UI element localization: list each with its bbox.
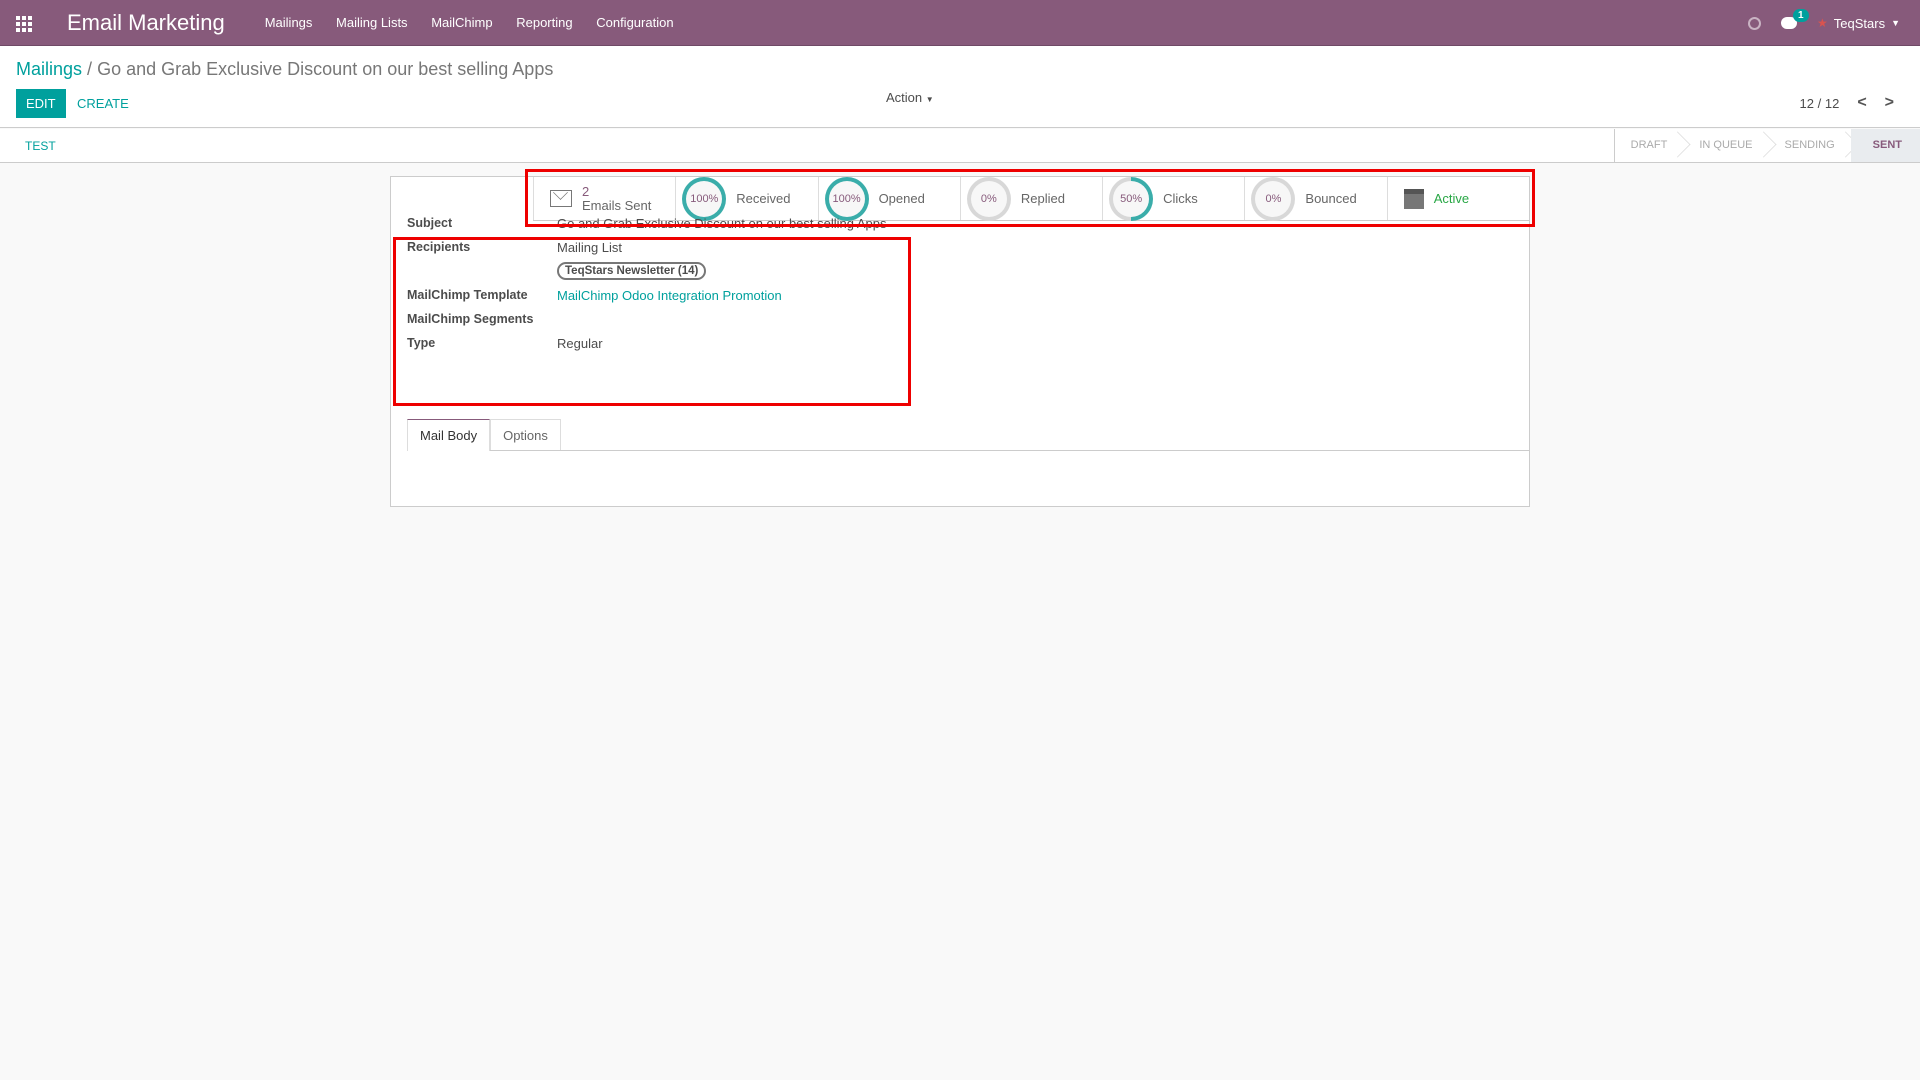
step-in-queue: IN QUEUE: [1683, 129, 1768, 162]
breadcrumb-separator: /: [87, 59, 93, 79]
caret-down-icon: ▼: [925, 95, 934, 104]
received-button[interactable]: 100% Received: [675, 176, 817, 221]
replied-button[interactable]: 0% Replied: [959, 176, 1102, 221]
app-title: Email Marketing: [67, 9, 225, 35]
clicks-progress-ring: 50%: [1109, 176, 1154, 221]
highlight-box-stats: [525, 169, 1535, 227]
pager: 12 / 12 < >: [1800, 94, 1894, 112]
ring-value: 50%: [1113, 180, 1150, 217]
replied-progress-ring: 0%: [966, 176, 1011, 221]
segments-label: MailChimp Segments: [407, 312, 534, 326]
menu-configuration[interactable]: Configuration: [596, 15, 674, 30]
ring-value: 0%: [970, 180, 1007, 217]
active-label: Active: [1433, 191, 1470, 206]
status-bar: TEST DRAFT IN QUEUE SENDING SENT: [0, 129, 1920, 163]
emails-sent-count: 2: [582, 183, 590, 199]
create-button[interactable]: CREATE: [77, 89, 129, 118]
ring-label: Bounced: [1305, 191, 1357, 206]
menu-mailing-lists[interactable]: Mailing Lists: [336, 15, 408, 30]
menu-mailings[interactable]: Mailings: [264, 15, 313, 30]
ring-label: Clicks: [1163, 191, 1198, 206]
bounced-button[interactable]: 0% Bounced: [1244, 176, 1386, 221]
menu-mailchimp[interactable]: MailChimp: [431, 15, 493, 30]
emails-sent-label: Emails Sent: [582, 197, 652, 213]
ring-value: 100%: [686, 180, 723, 217]
recipients-tag[interactable]: TeqStars Newsletter (14): [557, 262, 707, 280]
breadcrumb-mailings[interactable]: Mailings: [16, 59, 83, 79]
ring-value: 0%: [1255, 180, 1292, 217]
template-label: MailChimp Template: [407, 288, 528, 302]
activity-clock-icon[interactable]: [1748, 16, 1761, 30]
test-button[interactable]: TEST: [25, 139, 56, 153]
bounced-progress-ring: 0%: [1251, 176, 1296, 221]
menu-reporting[interactable]: Reporting: [516, 15, 573, 30]
breadcrumb-current: Go and Grab Exclusive Discount on our be…: [97, 59, 554, 79]
subject-label: Subject: [407, 216, 453, 230]
chevron-right-icon[interactable]: >: [1884, 94, 1894, 111]
breadcrumb: Mailings / Go and Grab Exclusive Discoun…: [16, 59, 553, 80]
status-steps: DRAFT IN QUEUE SENDING SENT: [1613, 129, 1920, 162]
clicks-button[interactable]: 50% Clicks: [1102, 176, 1244, 221]
chevron-left-icon[interactable]: <: [1857, 94, 1867, 111]
tab-options[interactable]: Options: [490, 419, 561, 450]
pager-value: 12 / 12: [1799, 95, 1840, 111]
user-menu[interactable]: ★ TeqStars ▼: [1817, 16, 1900, 31]
step-sent: SENT: [1850, 129, 1920, 162]
opened-button[interactable]: 100% Opened: [817, 176, 960, 221]
caret-down-icon: ▼: [1891, 18, 1900, 28]
chat-badge: 1: [1793, 9, 1809, 22]
apps-grid-icon[interactable]: [16, 15, 34, 32]
user-name: TeqStars: [1833, 15, 1886, 31]
edit-button[interactable]: EDIT: [16, 89, 66, 118]
recipients-label: Recipients: [407, 240, 471, 254]
received-progress-ring: 100%: [682, 176, 727, 221]
ring-value: 100%: [828, 180, 865, 217]
envelope-icon: [550, 190, 572, 207]
ring-label: Received: [736, 191, 791, 206]
recipients-value: Mailing List: [557, 239, 623, 255]
type-label: Type: [407, 336, 436, 350]
action-label: Action: [886, 90, 923, 105]
active-toggle-button[interactable]: Active: [1386, 177, 1529, 220]
archive-icon: [1403, 188, 1424, 209]
ring-label: Replied: [1020, 191, 1065, 206]
star-icon: ★: [1817, 16, 1828, 30]
control-panel: Mailings / Go and Grab Exclusive Discoun…: [0, 46, 1920, 128]
step-sending: SENDING: [1769, 129, 1851, 162]
stat-buttons: 2 Emails Sent 100% Received 100% Opened 0% R…: [533, 176, 1529, 221]
top-navbar: Email Marketing Mailings Mailing Lists M…: [0, 0, 1920, 46]
emails-sent-button[interactable]: 2 Emails Sent: [533, 177, 675, 220]
tab-mail-body[interactable]: Mail Body: [407, 419, 491, 451]
chat-icon[interactable]: 1: [1781, 9, 1809, 29]
ring-label: Opened: [878, 191, 925, 206]
type-value: Regular: [557, 335, 603, 351]
notebook-tabs: Mail Body Options: [407, 419, 1529, 451]
step-draft: DRAFT: [1615, 129, 1684, 162]
form-sheet: 2 Emails Sent 100% Received 100% Opened 0% R…: [390, 176, 1530, 507]
highlight-box-fields: [393, 237, 911, 406]
action-dropdown[interactable]: Action ▼: [886, 90, 934, 105]
opened-progress-ring: 100%: [824, 176, 869, 221]
template-link[interactable]: MailChimp Odoo Integration Promotion: [557, 287, 782, 303]
